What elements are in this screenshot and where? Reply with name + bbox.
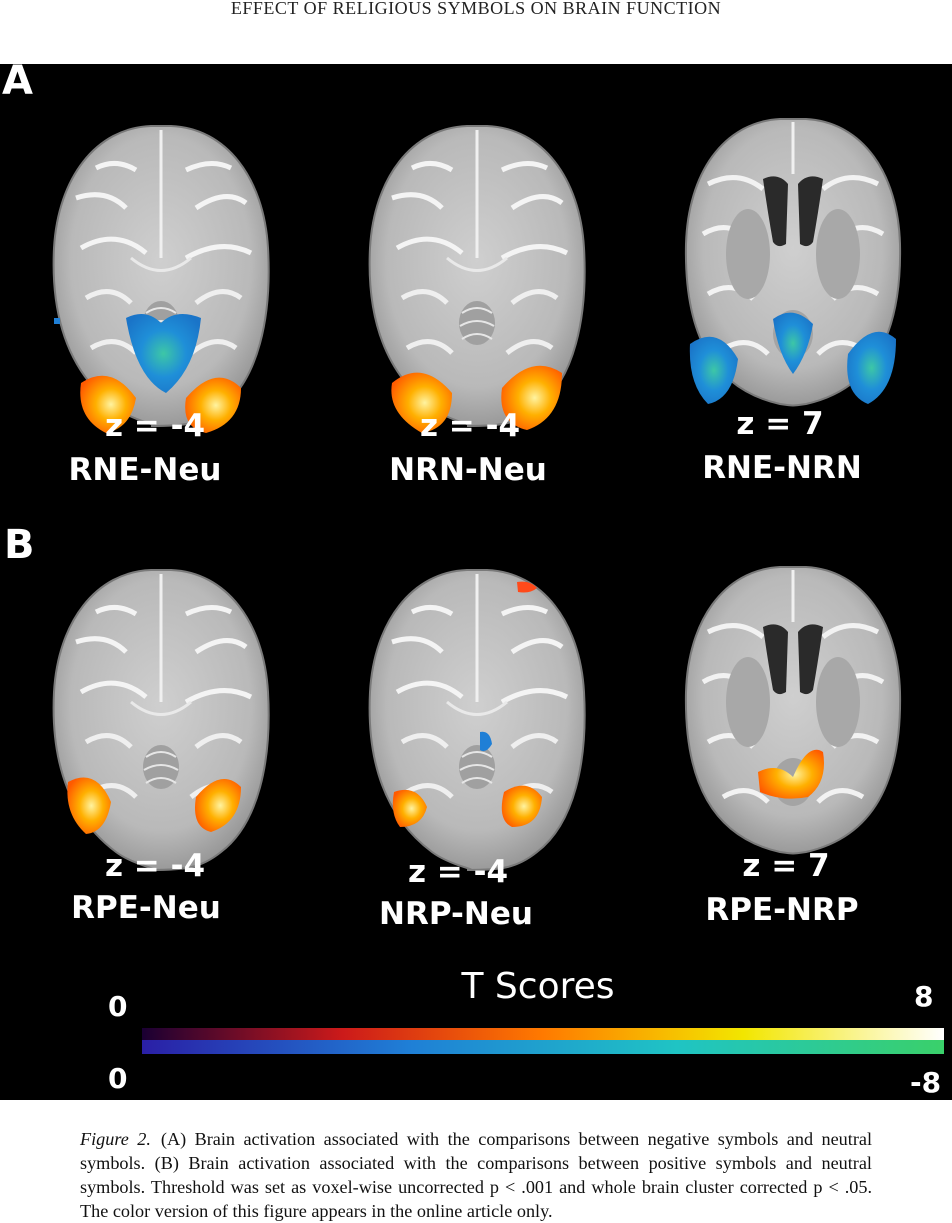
brain-slice-b1 [36,552,286,882]
activation-blob [480,731,492,752]
activation-blob [80,375,136,433]
figure-caption: Figure 2. (A) Brain activation associated… [80,1127,872,1223]
running-head: EFFECT OF RELIGIOUS SYMBOLS ON BRAIN FUN… [230,0,722,18]
figure-2: A z = -4 RNE-Neu z = -4 NRN-Neu z = 7 RN… [0,58,952,1100]
activation-blob [501,785,542,827]
activation-blob [501,365,562,430]
z-label-b3: z = 7 [742,848,830,884]
activation-blob [758,749,824,799]
contrast-label-b3: RPE-NRP [705,892,859,928]
z-label-a1: z = -4 [104,408,206,444]
z-label-b2: z = -4 [407,854,509,890]
contrast-label-b1: RPE-Neu [71,890,221,926]
activation-blob [689,336,738,404]
z-label-a2: z = -4 [419,408,521,444]
z-label-a3: z = 7 [736,406,824,442]
panel-letter-b: B [4,522,35,568]
activation-blob [54,318,60,324]
activation-blob [847,331,896,404]
brain-slice-a2 [352,108,602,433]
caption-text: (A) Brain activation associated with the… [80,1129,872,1221]
contrast-label-b2: NRP-Neu [379,896,533,932]
colorbar-positive-min: 0 [108,990,128,1023]
brain-slice-a1 [36,108,286,433]
activation-blob [773,312,813,374]
colorbar-positive [142,1028,944,1042]
panel-letter-a: A [2,58,33,104]
brain-slice-a3 [668,104,918,434]
activation-blob [517,581,537,593]
colorbar-negative-min: 0 [108,1062,128,1095]
contrast-label-a1: RNE-Neu [68,452,222,488]
colorbar-negative-max: -8 [910,1066,942,1099]
activation-blob [195,779,241,832]
activation-blob [126,314,201,393]
z-label-b1: z = -4 [104,848,206,884]
brain-slice-b2 [352,552,602,882]
colorbar-title: T Scores [461,966,615,1007]
activation-blob [392,789,427,827]
activation-blob [67,777,111,834]
colorbar-positive-max: 8 [914,980,934,1013]
contrast-label-a3: RNE-NRN [702,450,862,486]
colorbar-negative [142,1040,944,1054]
activation-blob [391,372,452,433]
activation-blob [185,377,241,433]
brain-slice-b3 [668,552,918,882]
caption-label: Figure 2. [80,1129,151,1149]
contrast-label-a2: NRN-Neu [389,452,547,488]
